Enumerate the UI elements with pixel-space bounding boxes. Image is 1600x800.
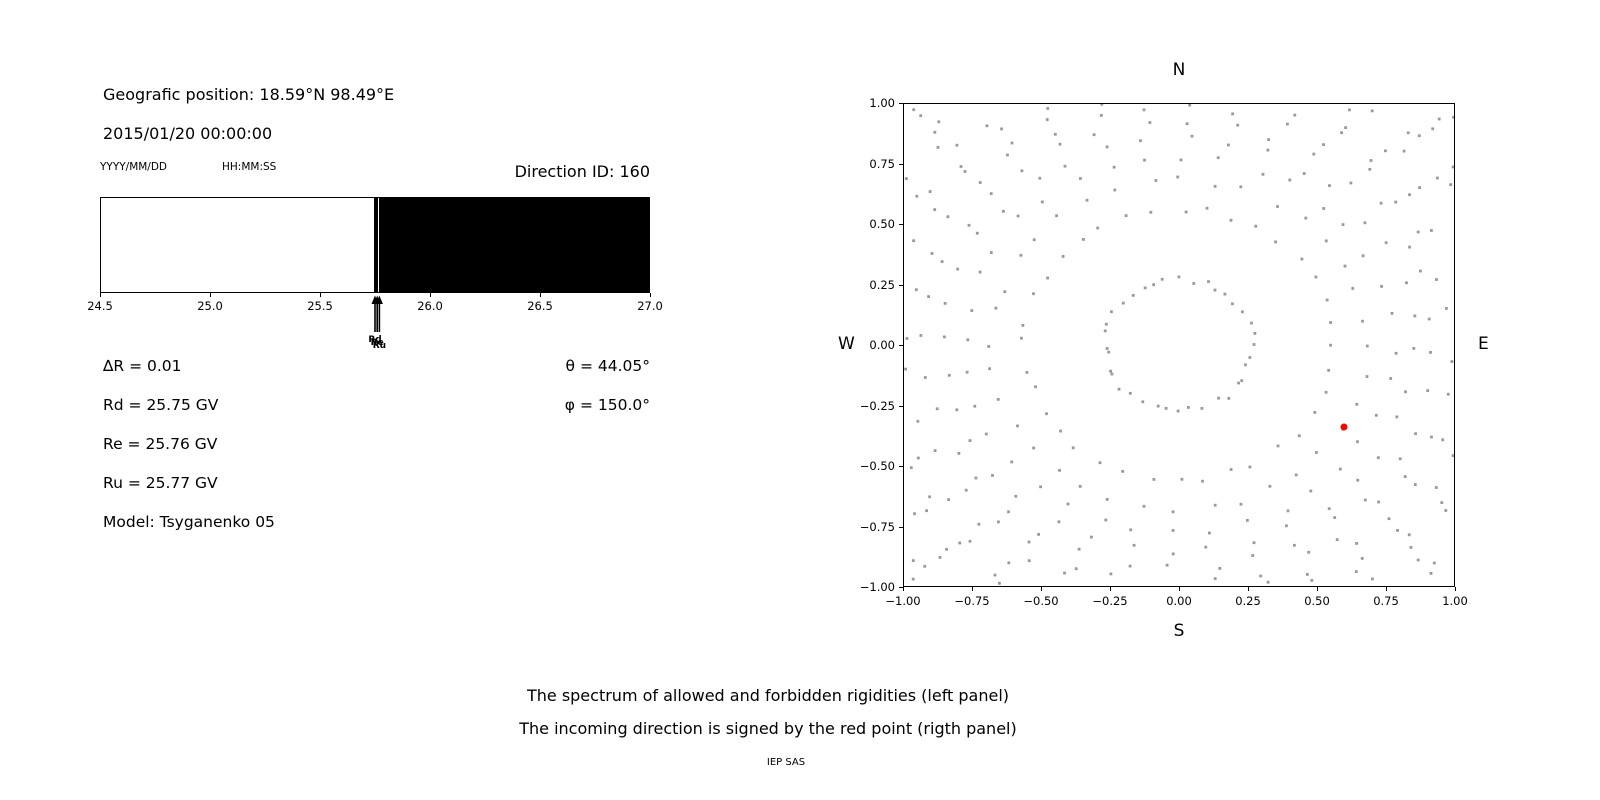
direction-x-tick-mark [1248, 587, 1249, 591]
direction-y-tick-label: −0.75 [859, 519, 895, 534]
direction-x-tick-label: 1.00 [1442, 594, 1468, 608]
datetime-label: 2015/01/20 00:00:00 [103, 124, 273, 143]
direction-y-tick-label: −0.50 [859, 459, 895, 473]
direction-x-tick-mark [1455, 587, 1456, 591]
direction-y-tick-mark [899, 466, 903, 467]
time-format-hint: HH:MM:SS [222, 161, 277, 173]
caption-line-1: The spectrum of allowed and forbidden ri… [526, 686, 1010, 705]
rd-label: Rd = 25.75 GV [103, 396, 219, 414]
direction-x-tick-label: 0.25 [1235, 594, 1261, 608]
spectrum-tick-mark [320, 293, 321, 297]
direction-x-tick-label: −0.75 [954, 594, 990, 608]
spectrum-tick-mark [540, 293, 541, 297]
direction-x-tick-label: −1.00 [885, 594, 921, 608]
credit-label: IEP SAS [766, 757, 806, 768]
direction-y-tick-mark [899, 345, 903, 346]
direction-x-tick-label: −0.50 [1023, 594, 1059, 608]
direction-y-tick-mark [899, 405, 903, 407]
direction-y-tick-mark [899, 587, 903, 588]
spectrum-tick-label: 25.0 [197, 299, 223, 313]
compass-east-label: E [1478, 334, 1489, 354]
direction-y-tick-mark [899, 526, 903, 528]
spectrum-tick-mark [650, 293, 651, 297]
rigidity-spectrum-plot [100, 197, 650, 293]
spectrum-tick-label: 25.5 [307, 299, 333, 313]
forbidden-region [374, 198, 649, 292]
direction-y-tick-label: −0.25 [859, 398, 895, 413]
spectrum-tick-label: 26.0 [417, 299, 443, 313]
caption-line-2: The incoming direction is signed by the … [519, 719, 1017, 738]
spectrum-tick-label: 26.5 [527, 299, 553, 313]
compass-north-label: N [1172, 60, 1186, 80]
direction-x-tick-mark [972, 587, 973, 591]
compass-south-label: S [1173, 621, 1185, 641]
direction-scatter [904, 104, 1454, 585]
incoming-direction-red-point [1340, 423, 1348, 431]
direction-y-tick-mark [899, 224, 903, 225]
spectrum-tick-label: 24.5 [87, 299, 113, 313]
direction-y-tick-label: 0.25 [869, 277, 895, 292]
direction-id-label: Direction ID: 160 [514, 162, 650, 181]
spectrum-tick-mark [210, 293, 211, 297]
phi-label: φ = 150.0° [564, 396, 650, 414]
direction-plot [903, 103, 1455, 587]
svg-text:Rd: Rd [368, 335, 381, 345]
ru-label: Ru = 25.77 GV [103, 474, 218, 492]
spectrum-tick-mark [100, 293, 101, 297]
direction-y-tick-mark [899, 284, 903, 286]
direction-y-tick-label: −1.00 [859, 580, 895, 594]
svg-text:Ru: Ru [373, 341, 386, 351]
date-format-hint: YYYY/MM/DD [100, 161, 168, 173]
direction-x-tick-mark [1041, 587, 1042, 591]
compass-west-label: W [838, 334, 855, 354]
geographic-position-label: Geografic position: 18.59°N 98.49°E [103, 85, 395, 104]
spectrum-tick-mark [430, 293, 431, 297]
delta-r-label: ∆R = 0.01 [103, 357, 182, 375]
spectrum-tick-label: 27.0 [637, 299, 663, 313]
direction-y-tick-mark [899, 103, 903, 104]
model-label: Model: Tsyganenko 05 [103, 513, 275, 531]
direction-y-tick-label: 0.50 [869, 217, 895, 231]
direction-y-tick-label: 0.75 [869, 156, 895, 171]
direction-y-tick-label: 0.00 [869, 338, 895, 352]
direction-y-tick-mark [899, 163, 903, 165]
direction-x-tick-mark [1386, 587, 1387, 591]
direction-x-tick-mark [1179, 587, 1180, 591]
direction-y-tick-label: 1.00 [869, 96, 895, 110]
direction-x-tick-mark [1110, 587, 1111, 591]
theta-label: θ = 44.05° [565, 357, 650, 375]
direction-x-tick-label: 0.00 [1166, 594, 1192, 608]
direction-x-tick-mark [1317, 587, 1318, 591]
svg-text:Re: Re [371, 338, 384, 348]
direction-x-tick-label: −0.25 [1092, 594, 1128, 608]
direction-x-tick-label: 0.50 [1304, 594, 1330, 608]
re-label: Re = 25.76 GV [103, 435, 218, 453]
direction-x-tick-mark [903, 587, 904, 591]
direction-x-tick-label: 0.75 [1373, 594, 1399, 608]
allowed-window-stripe [377, 198, 379, 292]
